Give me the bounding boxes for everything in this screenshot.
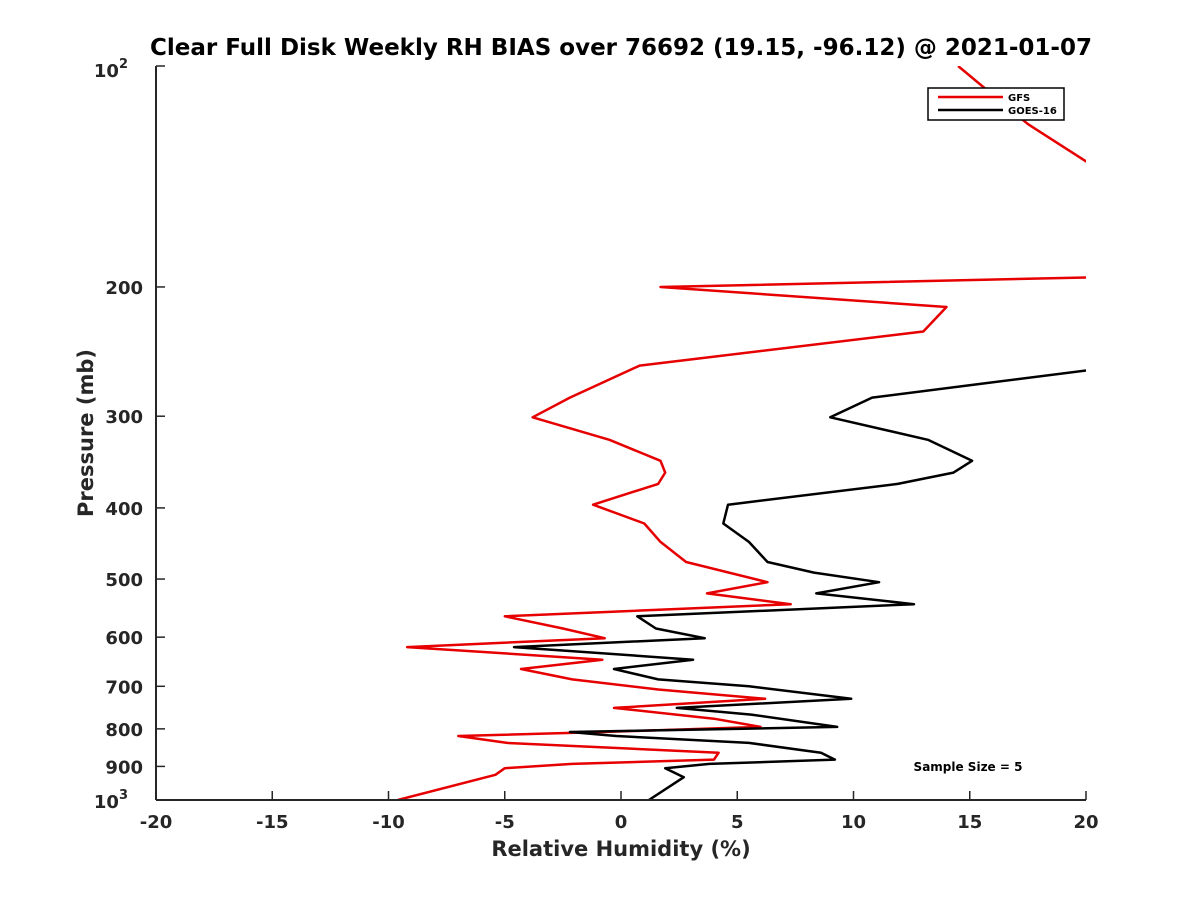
x-tick-label: 20 xyxy=(1073,812,1098,833)
axes xyxy=(155,66,1086,801)
series-line-goes16 xyxy=(512,369,1086,800)
series-layer xyxy=(397,66,1086,800)
y-top-exp: 2 xyxy=(119,57,128,72)
y-tick-label-top: 102 xyxy=(94,57,128,82)
x-tick-label: -5 xyxy=(495,812,515,833)
x-tick-label: -10 xyxy=(372,812,405,833)
x-tick-label: 0 xyxy=(615,812,628,833)
series-line-gfs xyxy=(397,66,1086,800)
y-tick-label: 400 xyxy=(105,499,143,520)
x-tick-label: 5 xyxy=(731,812,744,833)
x-ticks: -20 -15 -10 -5 0 5 10 15 20 xyxy=(140,791,1099,833)
x-tick-label: -15 xyxy=(256,812,289,833)
y-tick-label: 500 xyxy=(105,570,143,591)
y-tick-label-bottom: 103 xyxy=(94,788,128,813)
legend-label-goes16: GOES-16 xyxy=(1008,106,1057,117)
y-tick-label: 600 xyxy=(105,628,143,649)
x-tick-label: 15 xyxy=(957,812,982,833)
x-axis-label: Relative Humidity (%) xyxy=(491,837,750,861)
legend-label-gfs: GFS xyxy=(1008,93,1030,104)
y-bottom-base: 10 xyxy=(94,792,119,813)
legend-box xyxy=(927,87,1065,121)
y-top-base: 10 xyxy=(94,61,119,82)
y-tick-label: 800 xyxy=(105,720,143,741)
y-tick-label: 300 xyxy=(105,407,143,428)
y-axis-label: Pressure (mb) xyxy=(74,349,98,517)
y-tick-label: 700 xyxy=(105,677,143,698)
legend: GFS GOES-16 xyxy=(927,87,1065,121)
chart-title: Clear Full Disk Weekly RH BIAS over 7669… xyxy=(150,35,1092,61)
y-tick-label: 200 xyxy=(105,278,143,299)
sample-size-annotation: Sample Size = 5 xyxy=(914,760,1023,774)
y-ticks: 200 300 400 500 600 700 800 900 xyxy=(105,65,165,801)
x-tick-label: -20 xyxy=(140,812,173,833)
y-bottom-exp: 3 xyxy=(119,788,128,803)
y-tick-label: 900 xyxy=(105,757,143,778)
x-tick-label: 10 xyxy=(841,812,866,833)
